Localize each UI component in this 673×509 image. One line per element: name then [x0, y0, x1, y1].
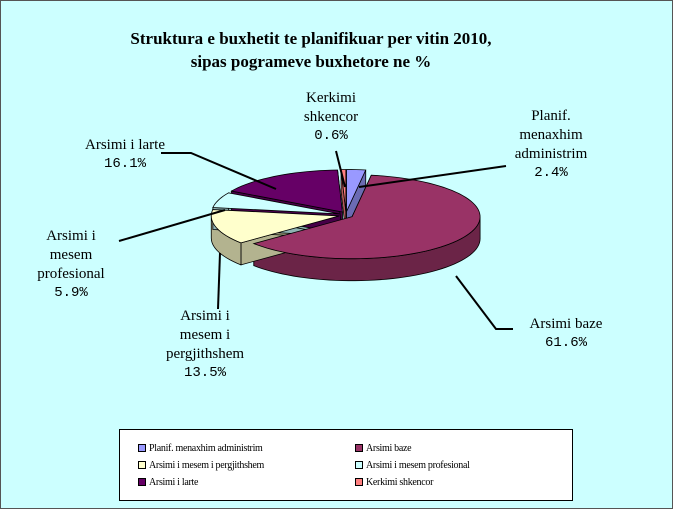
data-label: Arsimi i mesem profesional 5.9% — [25, 227, 117, 303]
leader-line — [335, 150, 346, 188]
data-label-name: Arsimi i mesem i pergjithshem — [165, 308, 245, 362]
leader-line — [217, 252, 221, 310]
data-label: Arsimi i larte 16.1% — [67, 136, 183, 174]
legend-swatch — [138, 444, 146, 452]
data-label-name: Planif. menaxhim administrim — [514, 108, 588, 162]
data-label-name: Arsimi i mesem profesional — [37, 228, 105, 282]
legend-label: Arsimi baze — [366, 442, 412, 454]
legend-label: Arsimi i mesem profesional — [366, 459, 470, 471]
legend-item: Arsimi i larte — [138, 477, 355, 488]
data-label-value: 16.1% — [103, 156, 146, 172]
data-label-value: 0.6% — [314, 128, 348, 144]
data-label-value: 61.6% — [544, 335, 587, 351]
chart-title: Struktura e buxhetit te planifikuar per … — [130, 29, 492, 71]
legend-swatch — [138, 478, 146, 486]
slice — [252, 174, 481, 260]
slice — [212, 192, 340, 215]
data-label: Arsimi i mesem i pergjithshem 13.5% — [161, 307, 249, 383]
legend-swatch — [355, 478, 363, 486]
legend-swatch — [138, 461, 146, 469]
data-label: Planif. menaxhim administrim 2.4% — [501, 107, 601, 183]
legend-item: Arsimi i mesem i pergjithshem — [138, 460, 355, 471]
legend-label: Arsimi i mesem i pergjithshem — [149, 459, 264, 471]
leader-line — [161, 152, 277, 190]
data-label-name: Arsimi i larte — [85, 137, 165, 153]
legend-item: Arsimi baze — [355, 443, 572, 454]
legend-label: Planif. menaxhim administrim — [149, 442, 263, 454]
legend-item: Arsimi i mesem profesional — [355, 460, 572, 471]
data-label-name: Kerkimi shkencor — [303, 90, 359, 125]
leader-line — [455, 275, 513, 330]
leader-line — [118, 209, 226, 242]
data-label-value: 13.5% — [183, 365, 226, 381]
legend-label: Kerkimi shkencor — [366, 476, 434, 488]
legend-item: Kerkimi shkencor — [355, 477, 572, 488]
slice — [346, 169, 367, 212]
data-label: Kerkimi shkencor 0.6% — [291, 89, 371, 146]
leader-lines — [118, 150, 513, 330]
data-label-value: 2.4% — [534, 165, 568, 181]
data-label-value: 5.9% — [54, 285, 88, 301]
legend-item: Planif. menaxhim administrim — [138, 443, 355, 454]
data-label: Arsimi baze 61.6% — [507, 315, 625, 353]
data-label-name: Arsimi baze — [529, 316, 603, 332]
leader-line — [358, 165, 507, 188]
legend-label: Arsimi i larte — [149, 476, 199, 488]
legend-swatch — [355, 444, 363, 452]
slice — [230, 169, 343, 213]
legend-swatch — [355, 461, 363, 469]
legend: Planif. menaxhim administrim Arsimi baze A… — [119, 429, 573, 501]
